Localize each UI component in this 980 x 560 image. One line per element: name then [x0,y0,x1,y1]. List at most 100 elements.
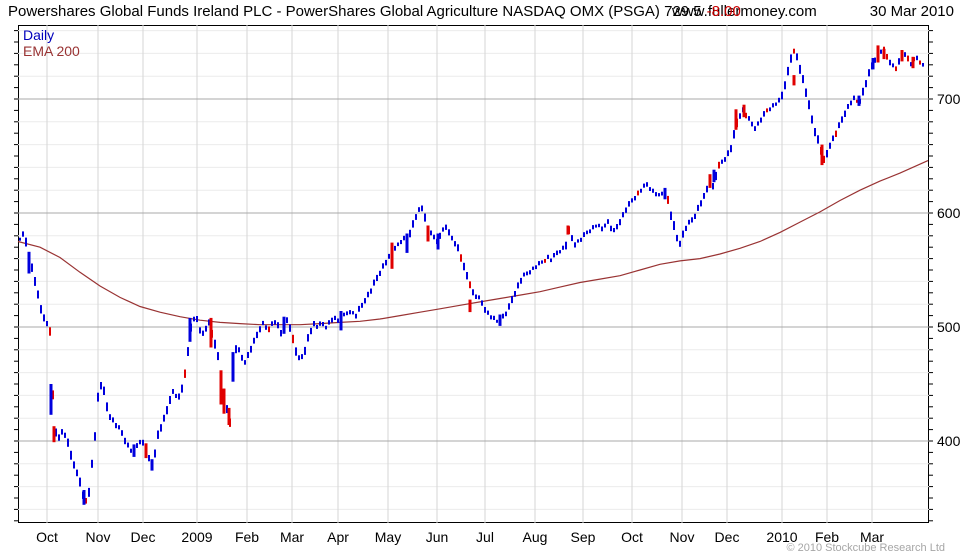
price-bar [553,253,555,258]
price-bar [778,97,780,103]
price-bar [550,258,552,263]
price-bar [385,259,387,266]
x-axis-label-mar-5: Mar [279,529,305,545]
price-bar [484,307,486,313]
price-bar [403,235,405,241]
price-bar [469,281,471,289]
price-bar [673,221,675,230]
price-bar-tall [436,233,440,250]
x-axis-label-oct-0: Oct [36,529,58,545]
price-bar [721,159,723,164]
price-bar [217,352,219,361]
price-bar [616,224,618,230]
plot-border [18,25,929,523]
price-change: -8.00 [706,3,741,20]
price-bar [622,212,624,218]
fullermoney-watermark: www.fullermoney.com [672,3,817,20]
price-bar [112,417,114,423]
price-bar [73,461,75,469]
price-bar [202,330,204,336]
price-bar [295,347,297,356]
price-bar [838,122,840,129]
price-bar [454,241,456,247]
price-bar-tall [663,187,667,200]
price-bar-tall [339,311,343,331]
price-bar-tall [188,317,192,342]
price-bar [814,128,816,137]
price-bar [727,150,729,157]
price-bar [676,234,678,242]
price-bar [55,428,57,437]
price-bar [640,188,642,193]
price-bar [808,100,810,110]
price-bar [184,369,186,378]
price-bar [388,253,390,259]
price-bar [40,305,42,314]
price-bar [460,254,462,262]
price-bar [196,316,198,323]
price-bar-tall [857,95,861,106]
price-bar [400,240,402,245]
price-bar [208,319,210,326]
price-bar [535,265,537,270]
price-bar [367,291,369,298]
price-bar [520,277,522,284]
price-bar [481,300,483,306]
price-bar [334,315,336,320]
price-bar [745,112,747,119]
price-bar [322,322,324,327]
price-bar [700,200,702,207]
price-bar [43,314,45,322]
price-bar-tall [150,459,154,471]
price-bar [781,91,783,100]
ema200-line [17,160,929,326]
price-chart-plot [14,25,933,523]
price-bar [643,183,645,188]
x-axis-label-sep-11: Sep [570,529,596,545]
price-bar [52,390,54,400]
price-bar [67,438,69,447]
price-bar [160,424,162,432]
price-bar [658,193,660,197]
price-bar [862,87,864,96]
price-bar [811,115,813,124]
price-bar [880,49,882,54]
price-bar [910,62,912,67]
price-bar-tall [468,299,472,313]
price-bar [868,69,870,77]
price-bar [103,386,105,395]
price-bar [769,107,771,112]
copyright-notice: © 2010 Stockcube Research Ltd [786,542,945,554]
price-bar [865,80,867,88]
x-axis-label-feb-16: Feb [814,529,840,545]
price-bar [61,429,63,435]
price-bar [607,219,609,224]
price-bar [157,430,159,439]
price-bar [433,234,435,240]
price-bar [154,449,156,458]
price-bar-tall [49,384,53,415]
price-bar [319,321,321,326]
price-bar [358,305,360,312]
price-bar [850,100,852,106]
price-bar [64,432,66,438]
price-bar [613,228,615,233]
price-bar [898,58,900,65]
price-bar [409,229,411,238]
price-bar-tall [27,251,31,274]
price-bar [169,396,171,404]
price-bar [37,290,39,299]
price-bar [706,185,708,193]
price-bar [892,63,894,68]
price-bar [832,135,834,142]
price-bar [19,237,21,241]
price-bar-tall [222,388,226,414]
price-bar [691,217,693,223]
price-bar [247,352,249,358]
price-bar [46,321,48,327]
price-bar [844,110,846,117]
price-bar [514,291,516,297]
price-bar [598,223,600,228]
price-bar [235,345,237,354]
price-bar [331,317,333,323]
